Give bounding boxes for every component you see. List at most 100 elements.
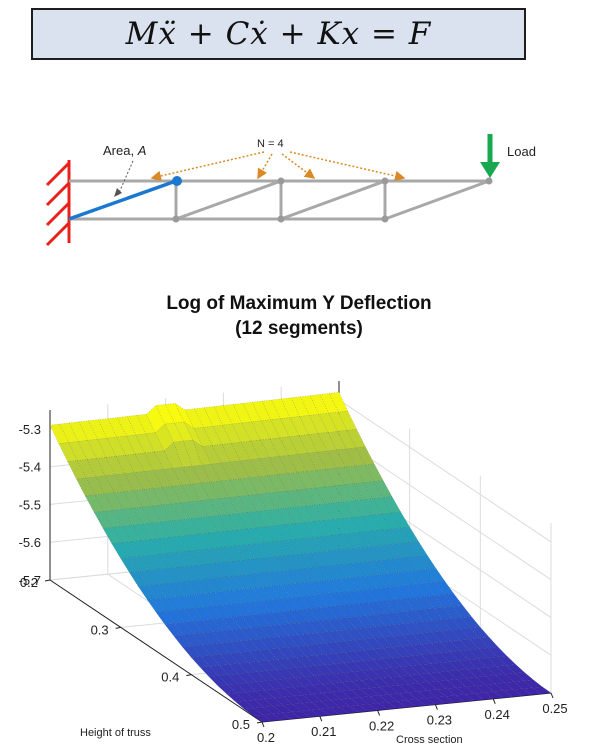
surface-cell bbox=[179, 518, 199, 536]
z-tick-label: -5.3 bbox=[19, 422, 41, 437]
axis-line bbox=[49, 579, 263, 723]
y-tick bbox=[434, 704, 438, 710]
surface-cell bbox=[279, 623, 299, 637]
surface-cell bbox=[381, 512, 401, 530]
surface-cell bbox=[211, 444, 231, 464]
highlighted-member bbox=[68, 179, 177, 221]
surface-cell bbox=[207, 531, 227, 549]
surface-cell bbox=[443, 606, 463, 619]
surface-cell bbox=[235, 544, 256, 561]
surface-cell bbox=[299, 608, 319, 622]
surface-cell bbox=[318, 606, 338, 620]
surface-cell bbox=[235, 700, 255, 710]
surface-cell bbox=[145, 432, 165, 453]
surface-cell bbox=[291, 710, 311, 719]
surface-cell bbox=[289, 609, 309, 623]
surface-cell bbox=[96, 457, 116, 477]
surface-cell bbox=[261, 599, 281, 614]
x-axis-label: Height of truss bbox=[80, 727, 151, 739]
surface-cell bbox=[348, 704, 369, 713]
surface-cell bbox=[428, 672, 448, 682]
surface-cell bbox=[328, 411, 348, 432]
surface-cell bbox=[356, 615, 376, 628]
surface-cell bbox=[221, 629, 241, 643]
surface-cell bbox=[216, 546, 236, 563]
surface-cell bbox=[150, 538, 170, 555]
y-tick-label: 0.2 bbox=[257, 730, 275, 745]
surface-cell bbox=[446, 678, 467, 688]
surface-cell bbox=[414, 596, 435, 610]
surface-cell bbox=[466, 677, 486, 686]
surface-cell bbox=[313, 520, 333, 537]
y-tick bbox=[319, 716, 323, 722]
surface-cell bbox=[341, 689, 361, 699]
surface-cell bbox=[139, 555, 159, 571]
surface-cell bbox=[379, 685, 399, 695]
surface-cell bbox=[173, 440, 193, 468]
surface-cell bbox=[522, 687, 542, 696]
z-tick-label: -5.5 bbox=[19, 497, 41, 512]
surface-cell bbox=[380, 528, 400, 545]
surface-cell bbox=[149, 554, 169, 570]
surface-cell bbox=[284, 686, 304, 697]
surface-cell bbox=[271, 598, 291, 613]
surface-cell bbox=[212, 617, 232, 632]
surface-cell bbox=[385, 612, 405, 625]
surface-cell bbox=[382, 496, 402, 514]
area-arrowhead bbox=[114, 188, 122, 197]
surface-cell bbox=[390, 511, 411, 529]
surface-cell bbox=[163, 441, 183, 469]
surface-cell bbox=[353, 499, 373, 517]
surface-cell bbox=[174, 402, 195, 429]
surface-cell bbox=[183, 621, 203, 635]
x-tick bbox=[44, 579, 51, 582]
surface-cell bbox=[251, 613, 271, 628]
surface-cell bbox=[193, 620, 213, 634]
surface-cell bbox=[274, 540, 294, 557]
surface-cell bbox=[384, 624, 404, 637]
y-tick-label: 0.23 bbox=[427, 713, 452, 728]
surface-cell bbox=[285, 667, 305, 679]
surface-cell bbox=[262, 713, 282, 722]
x-tick-label: 0.3 bbox=[91, 622, 109, 637]
surface-cell bbox=[331, 690, 351, 700]
surface-cell bbox=[290, 596, 310, 611]
surface-cell bbox=[303, 684, 323, 695]
surface-cell bbox=[389, 543, 409, 559]
surface-cell bbox=[303, 537, 323, 554]
surface-cell bbox=[255, 526, 276, 543]
surface-cell bbox=[164, 623, 184, 637]
surface-cell bbox=[352, 516, 372, 533]
surface-cell bbox=[194, 606, 214, 621]
surface-cell bbox=[170, 519, 190, 537]
surface-cell bbox=[241, 614, 261, 629]
surface-cell bbox=[458, 659, 478, 670]
surface-cell bbox=[292, 694, 313, 704]
surface-cell bbox=[76, 477, 96, 497]
surface-cell bbox=[281, 711, 302, 720]
surface-cell bbox=[426, 697, 446, 705]
wall-hatching bbox=[45, 161, 71, 247]
surface-cell bbox=[174, 622, 194, 636]
surface-cell bbox=[312, 692, 332, 702]
surface-cell bbox=[386, 599, 406, 613]
surface-cell bbox=[413, 621, 433, 634]
surface-cell bbox=[227, 513, 248, 531]
surface-cell bbox=[375, 613, 395, 626]
surface-cell bbox=[125, 453, 145, 473]
surface-cell bbox=[357, 602, 377, 616]
surface-cell bbox=[447, 670, 468, 680]
surface-cell bbox=[457, 669, 477, 679]
surface-cell bbox=[414, 609, 434, 622]
surface-cell bbox=[295, 666, 315, 678]
surface-cell bbox=[308, 607, 329, 621]
y-tick-label: 0.22 bbox=[369, 718, 394, 733]
chart-subtitle: (12 segments) bbox=[235, 318, 363, 339]
surface-cell bbox=[312, 536, 333, 553]
surface-cell bbox=[353, 660, 373, 672]
surface-cell bbox=[410, 654, 431, 666]
surface-cell bbox=[255, 689, 275, 700]
surface-cell bbox=[120, 557, 140, 573]
surface-cell bbox=[246, 527, 266, 545]
